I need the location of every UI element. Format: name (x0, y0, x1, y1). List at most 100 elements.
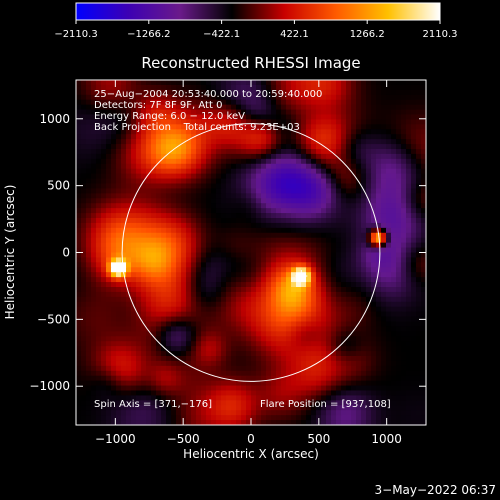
heatmap-cell (111, 124, 117, 130)
heatmap-cell (196, 380, 202, 386)
heatmap-cell (376, 287, 382, 293)
heatmap-cell (281, 257, 287, 263)
heatmap-cell (211, 227, 217, 234)
heatmap-cell (286, 272, 292, 278)
heatmap-cell (156, 129, 162, 135)
heatmap-cell (121, 257, 127, 263)
heatmap-cell (171, 287, 177, 293)
heatmap-cell (311, 227, 317, 234)
heatmap-cell (221, 380, 227, 386)
heatmap-cell (246, 213, 252, 219)
heatmap-cell (366, 178, 372, 184)
heatmap-cell (376, 370, 382, 377)
heatmap-cell (86, 168, 92, 175)
heatmap-cell (256, 395, 262, 401)
heatmap-cell (76, 153, 82, 160)
heatmap-cell (401, 356, 407, 362)
heatmap-cell (166, 321, 172, 327)
heatmap-cell (261, 237, 267, 244)
heatmap-cell (316, 153, 322, 160)
heatmap-cell (171, 395, 177, 401)
heatmap-cell (386, 153, 392, 160)
heatmap-cell (291, 351, 297, 357)
heatmap-cell (381, 247, 387, 253)
heatmap-cell (326, 282, 332, 288)
heatmap-cell (171, 415, 177, 421)
heatmap-cell (196, 109, 202, 115)
heatmap-cell (421, 267, 426, 273)
heatmap-cell (251, 129, 257, 135)
heatmap-cell (301, 346, 307, 352)
heatmap-cell (221, 188, 227, 194)
heatmap-cell (266, 390, 272, 396)
heatmap-cell (341, 109, 347, 115)
heatmap-cell (331, 178, 337, 184)
heatmap-cell (296, 351, 302, 357)
heatmap-cell (231, 262, 237, 268)
heatmap-cell (281, 296, 287, 303)
heatmap-cell (231, 213, 237, 219)
heatmap-cell (336, 301, 342, 308)
heatmap-cell (166, 232, 172, 239)
heatmap-cell (376, 277, 382, 283)
heatmap-cell (271, 336, 277, 342)
heatmap-cell (131, 267, 137, 273)
heatmap-cell (106, 331, 112, 337)
heatmap-cell (161, 84, 167, 91)
heatmap-cell (381, 168, 387, 175)
heatmap-cell (76, 99, 82, 106)
heatmap-cell (186, 291, 192, 298)
heatmap-cell (136, 287, 142, 293)
heatmap-cell (406, 420, 412, 425)
heatmap-cell (276, 311, 282, 317)
heatmap-cell (391, 410, 397, 416)
heatmap-cell (221, 390, 227, 396)
heatmap-cell (81, 218, 87, 224)
heatmap-cell (326, 370, 332, 377)
heatmap-cell (401, 222, 407, 229)
heatmap-cell (296, 287, 302, 293)
heatmap-cell (356, 262, 362, 268)
heatmap-cell (151, 109, 157, 115)
heatmap-cell (251, 119, 257, 125)
heatmap-cell (281, 89, 287, 96)
heatmap-cell (266, 316, 272, 322)
heatmap-cell (196, 144, 202, 150)
heatmap-cell (401, 193, 407, 199)
heatmap-cell (261, 267, 267, 273)
heatmap-cell (416, 222, 422, 229)
heatmap-cell (196, 346, 202, 352)
heatmap-cell (266, 227, 272, 234)
heatmap-cell (331, 247, 337, 253)
heatmap-cell (101, 351, 107, 357)
heatmap-cell (326, 420, 332, 425)
heatmap-cell (361, 346, 367, 352)
heatmap-cell (246, 193, 252, 199)
heatmap-cell (421, 395, 426, 401)
heatmap-cell (266, 326, 272, 332)
heatmap-cell (251, 346, 257, 352)
heatmap-cell (261, 420, 267, 425)
heatmap-cell (191, 282, 197, 288)
heatmap-cell (341, 380, 347, 386)
heatmap-cell (106, 84, 112, 91)
heatmap-cell (301, 232, 307, 239)
heatmap-cell (381, 99, 387, 106)
heatmap-cell (121, 109, 127, 115)
heatmap-cell (101, 198, 107, 204)
heatmap-cell (376, 218, 382, 224)
heatmap-cell (251, 188, 257, 194)
heatmap-cell (141, 262, 147, 268)
heatmap-cell (86, 109, 92, 115)
heatmap-cell (156, 124, 162, 130)
heatmap-cell (146, 395, 152, 401)
heatmap-cell (156, 272, 162, 278)
heatmap-cell (231, 351, 237, 357)
heatmap-cell (316, 301, 322, 308)
heatmap-cell (116, 351, 122, 357)
heatmap-cell (226, 351, 232, 357)
heatmap-cell (106, 277, 112, 283)
heatmap-cell (166, 346, 172, 352)
heatmap-cell (216, 232, 222, 239)
heatmap-cell (341, 272, 347, 278)
